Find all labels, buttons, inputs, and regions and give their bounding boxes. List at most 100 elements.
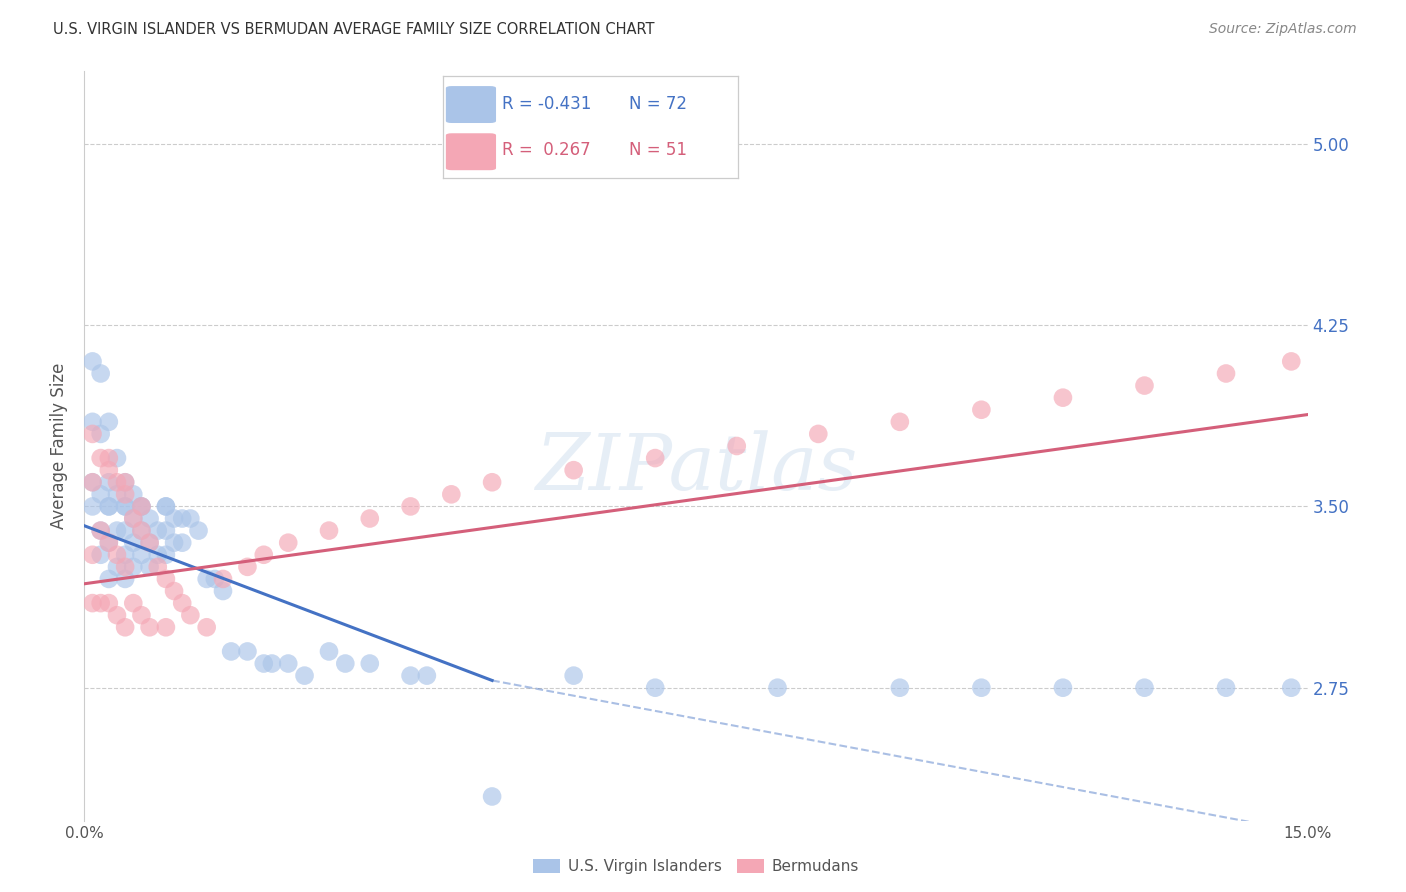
Point (82, 354, 104, 368)
Point (114, 487, 136, 501)
Point (82, 548, 104, 562)
Y-axis label: Average Family Size: Average Family Size (51, 363, 69, 529)
Text: ZIPatlas: ZIPatlas (534, 430, 858, 507)
Point (236, 559, 259, 574)
Point (131, 524, 153, 538)
Point (253, 657, 276, 671)
Point (105, 487, 128, 501)
Point (90, 367, 112, 381)
Point (163, 535, 186, 549)
Point (90, 548, 112, 562)
Point (105, 451, 128, 466)
Point (90, 487, 112, 501)
Point (114, 475, 136, 490)
Point (105, 475, 128, 490)
Point (122, 511, 145, 525)
Point (172, 511, 194, 525)
Point (114, 548, 136, 562)
Point (481, 789, 503, 804)
Point (82, 500, 104, 514)
Point (195, 572, 218, 586)
Point (131, 548, 153, 562)
Point (131, 608, 153, 623)
Point (562, 463, 585, 477)
Point (1133, 378, 1156, 392)
Point (90, 451, 112, 466)
Point (1279, 354, 1302, 368)
Point (155, 524, 177, 538)
Point (122, 535, 145, 549)
Point (90, 426, 112, 441)
Point (970, 681, 993, 695)
Point (1215, 681, 1237, 695)
Point (114, 559, 136, 574)
Point (335, 657, 357, 671)
Text: U.S. VIRGIN ISLANDER VS BERMUDAN AVERAGE FAMILY SIZE CORRELATION CHART: U.S. VIRGIN ISLANDER VS BERMUDAN AVERAGE… (53, 22, 655, 37)
Point (807, 426, 830, 441)
Point (90, 596, 112, 610)
Point (114, 475, 136, 490)
Point (97, 475, 120, 490)
FancyBboxPatch shape (446, 133, 496, 170)
Point (889, 681, 911, 695)
Point (122, 487, 145, 501)
Point (253, 548, 276, 562)
Point (187, 524, 209, 538)
Point (399, 668, 422, 682)
Point (212, 584, 235, 599)
Point (155, 572, 177, 586)
Point (212, 572, 235, 586)
Point (1052, 391, 1074, 405)
Point (82, 415, 104, 429)
Point (97, 463, 120, 477)
Point (359, 511, 381, 525)
Point (131, 500, 153, 514)
Point (97, 500, 120, 514)
Point (725, 439, 748, 453)
Point (163, 511, 186, 525)
Point (1052, 681, 1074, 695)
Point (644, 681, 666, 695)
Point (138, 559, 160, 574)
Point (138, 511, 160, 525)
Point (90, 524, 112, 538)
Point (155, 620, 177, 634)
Point (889, 415, 911, 429)
Point (481, 475, 503, 490)
Point (105, 608, 128, 623)
Point (1215, 367, 1237, 381)
Point (179, 511, 201, 525)
Point (318, 524, 340, 538)
Point (97, 535, 120, 549)
Point (562, 668, 585, 682)
Point (359, 657, 381, 671)
Point (172, 596, 194, 610)
Point (146, 524, 169, 538)
Point (766, 681, 789, 695)
Point (236, 644, 259, 658)
FancyBboxPatch shape (446, 87, 496, 123)
Point (114, 500, 136, 514)
Point (260, 657, 283, 671)
Point (114, 524, 136, 538)
Point (97, 596, 120, 610)
Text: N = 51: N = 51 (628, 141, 688, 159)
Point (399, 500, 422, 514)
Point (97, 451, 120, 466)
Point (138, 535, 160, 549)
Point (97, 500, 120, 514)
Point (131, 500, 153, 514)
Point (122, 596, 145, 610)
Point (138, 620, 160, 634)
Point (97, 535, 120, 549)
Point (970, 402, 993, 417)
Point (131, 524, 153, 538)
Point (97, 415, 120, 429)
Point (114, 572, 136, 586)
Text: Source: ZipAtlas.com: Source: ZipAtlas.com (1209, 22, 1357, 37)
Legend: U.S. Virgin Islanders, Bermudans: U.S. Virgin Islanders, Bermudans (526, 853, 866, 880)
Point (318, 644, 340, 658)
Point (138, 535, 160, 549)
Point (122, 511, 145, 525)
Point (155, 548, 177, 562)
